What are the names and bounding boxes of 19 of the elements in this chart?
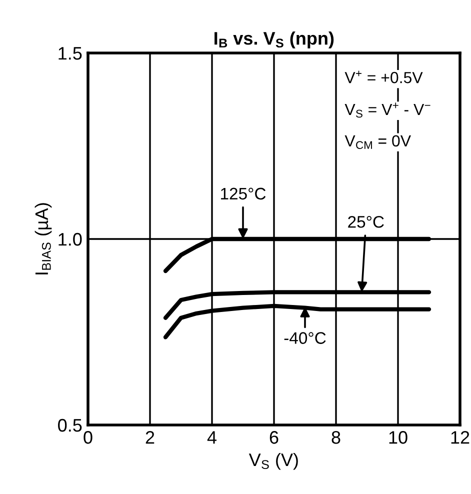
x-tick-label: 8: [332, 431, 340, 444]
annotation: V$^{+}$ = +0.5V: [344, 70, 423, 84]
x-tick-label: 6: [270, 431, 278, 444]
y-tick-label: 1.5: [58, 47, 82, 60]
y-axis-title: I$_{BIAS}$ (µA): [34, 203, 52, 274]
annotation: -40°C: [284, 332, 326, 344]
x-tick-label: 0: [84, 431, 92, 444]
x-tick-label: 4: [207, 431, 216, 444]
x-tick-label: 2: [146, 431, 154, 444]
y-tick-label: 0.5: [58, 418, 82, 432]
annotation: 25°C: [348, 216, 384, 228]
annotation: V$_{CM}$ = 0V: [344, 135, 411, 150]
x-tick-label: 10: [389, 431, 408, 444]
chart-title: I$_{B}$ vs. V$_{S}$ (npn): [214, 31, 334, 48]
x-axis-title: V$_{S}$ (V): [248, 452, 298, 470]
y-tick-label: 1.0: [58, 232, 82, 246]
x-tick-label: 12: [451, 431, 470, 444]
annotation: V$_{S}$ = V$^{+}$ - V$^{−}$: [344, 102, 430, 118]
annotation: 125°C: [221, 188, 266, 200]
